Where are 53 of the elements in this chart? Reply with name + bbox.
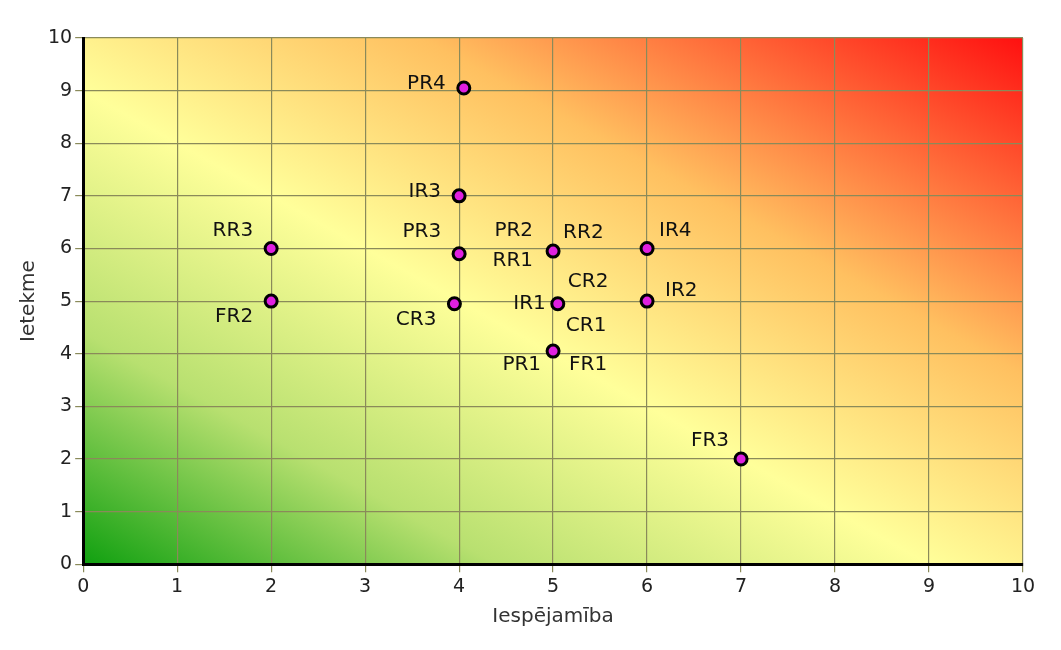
point: [446, 296, 462, 312]
y-tick-label: 1: [60, 498, 73, 521]
y-tick-label: 8: [60, 130, 73, 153]
annotation: PR1: [502, 351, 542, 376]
x-tick-label: 2: [265, 573, 278, 596]
y-tick-label: 3: [60, 393, 73, 416]
annotation: IR3: [408, 178, 442, 203]
y-tick-label: 2: [60, 445, 73, 468]
point: [639, 293, 655, 309]
x-axis-title: Iespējamība: [492, 603, 614, 628]
y-tick-label: 7: [60, 182, 73, 205]
x-tick-label: 4: [453, 573, 466, 596]
y-axis-title: Ietekme: [15, 260, 40, 342]
point: [545, 243, 561, 259]
x-tick-label: 3: [359, 573, 372, 596]
y-tick-label: 0: [60, 551, 73, 574]
x-tick-label: 7: [735, 573, 748, 596]
x-tick-label: 10: [1010, 573, 1036, 596]
y-tick-label: 4: [60, 340, 73, 363]
annotation: FR1: [569, 351, 608, 376]
y-tick-label: 10: [47, 24, 73, 47]
x-tick-label: 1: [171, 573, 184, 596]
annotation: FR3: [690, 427, 730, 452]
y-tick-label: 5: [60, 288, 73, 311]
x-tick-label: 5: [547, 573, 560, 596]
y-tick-label: 9: [60, 77, 73, 100]
point: [733, 451, 749, 467]
x-tick-label: 0: [77, 573, 90, 596]
annotation: IR1: [513, 289, 546, 314]
point: [456, 80, 472, 96]
point: [545, 343, 561, 359]
point: [639, 240, 655, 256]
x-tick-label: 6: [641, 573, 654, 596]
annotation: IR2: [665, 277, 698, 302]
annotation: RR3: [212, 216, 254, 241]
point: [263, 240, 279, 256]
annotation: CR2: [567, 267, 609, 292]
annotation: CR3: [395, 305, 437, 330]
annotation: RR2: [563, 219, 604, 244]
annotation: PR4: [407, 70, 446, 95]
x-tick-label: 9: [922, 573, 936, 596]
annotation: FR2: [215, 303, 254, 328]
annotation: PR2: [494, 217, 534, 242]
x-tick-label: 8: [828, 573, 842, 596]
annotation: CR1: [565, 311, 607, 336]
point: [263, 293, 279, 309]
point: [451, 246, 467, 262]
annotation: PR3: [402, 217, 442, 242]
point: [451, 188, 467, 204]
annotation: IR4: [659, 216, 692, 241]
point: [550, 296, 566, 312]
annotation: RR1: [492, 247, 534, 272]
y-tick-label: 6: [60, 235, 73, 258]
